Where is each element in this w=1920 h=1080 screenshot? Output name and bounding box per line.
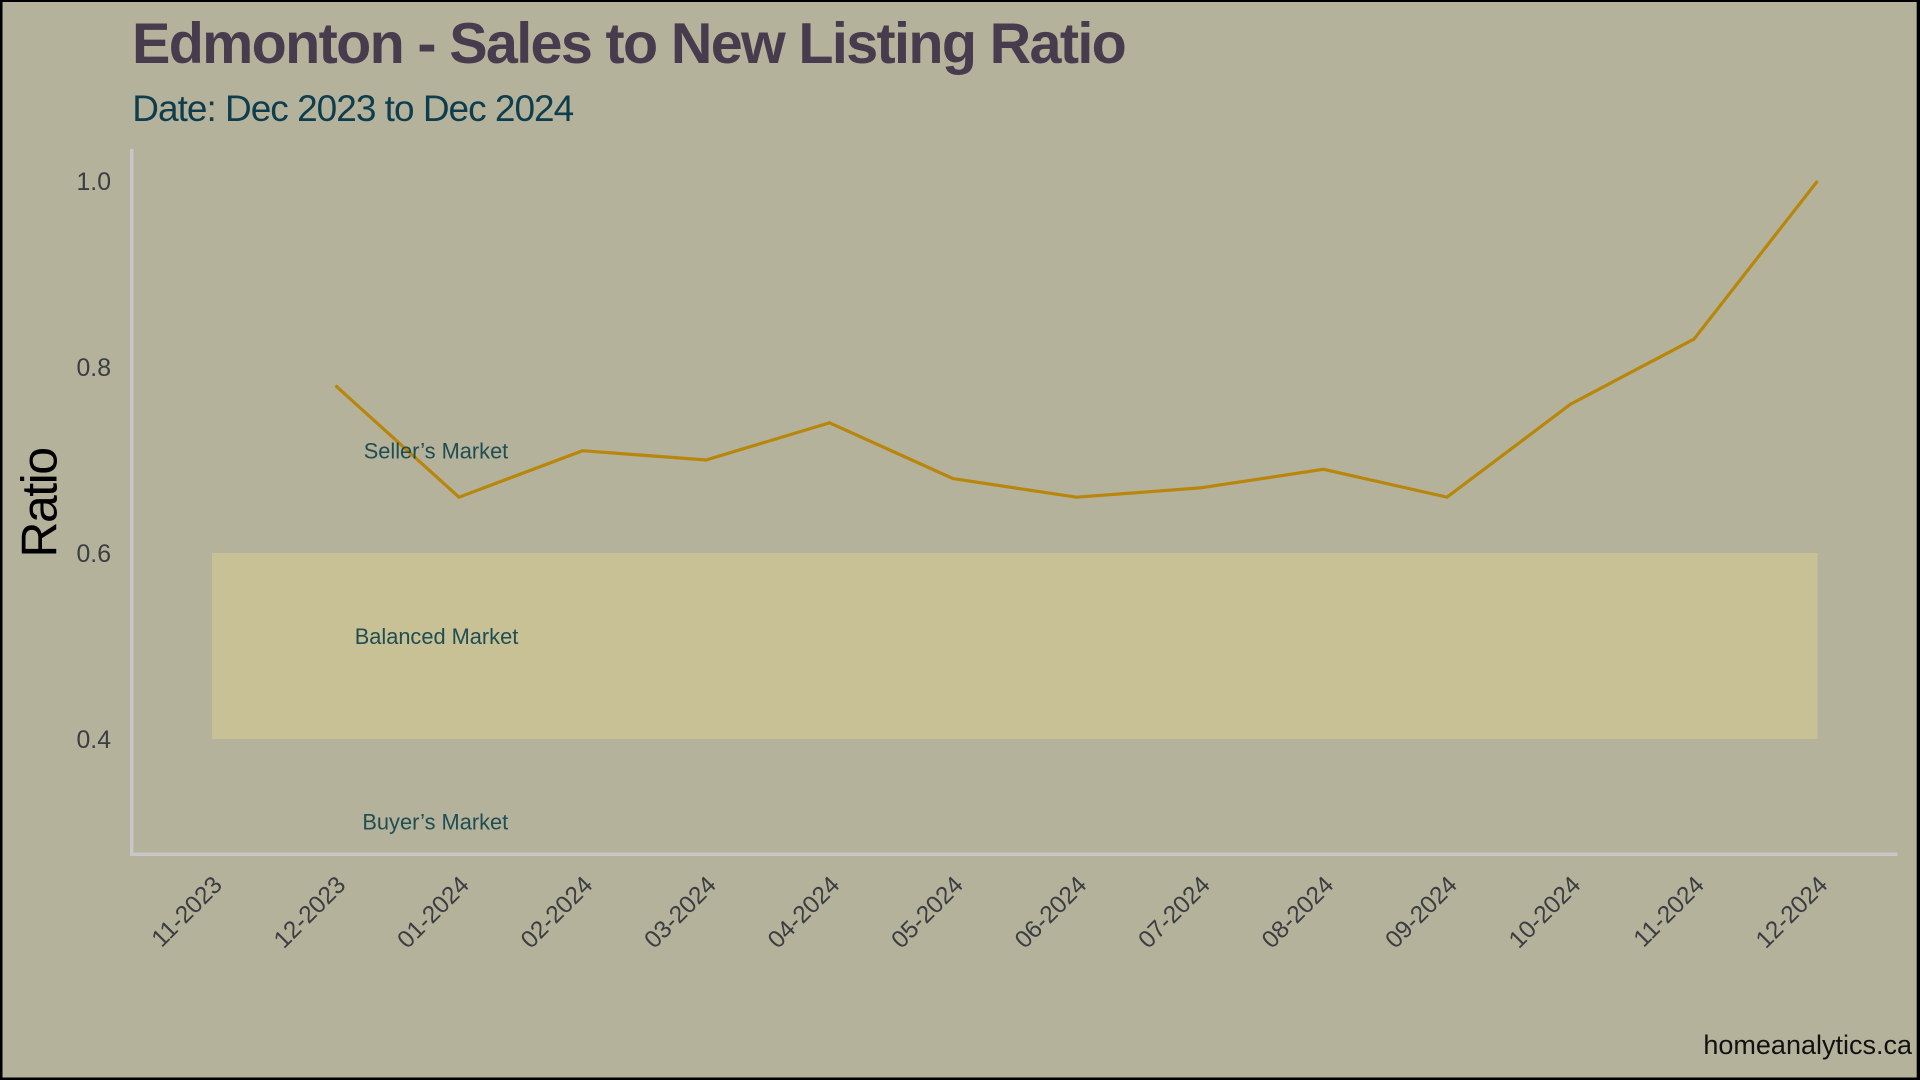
svg-text:Date: Dec 2023 to Dec 2024: Date: Dec 2023 to Dec 2024: [132, 88, 573, 129]
svg-text:1.0: 1.0: [77, 169, 111, 196]
svg-text:Balanced Market: Balanced Market: [355, 624, 519, 649]
svg-text:0.8: 0.8: [77, 355, 111, 382]
svg-text:homeanalytics.ca: homeanalytics.ca: [1703, 1030, 1913, 1060]
svg-text:Seller’s Market: Seller’s Market: [364, 439, 509, 464]
svg-text:Buyer’s Market: Buyer’s Market: [362, 810, 508, 835]
svg-text:0.6: 0.6: [77, 541, 111, 568]
svg-text:Ratio: Ratio: [12, 448, 68, 557]
svg-text:0.4: 0.4: [77, 727, 112, 754]
svg-text:Edmonton - Sales to New Listin: Edmonton - Sales to New Listing Ratio: [132, 12, 1125, 76]
